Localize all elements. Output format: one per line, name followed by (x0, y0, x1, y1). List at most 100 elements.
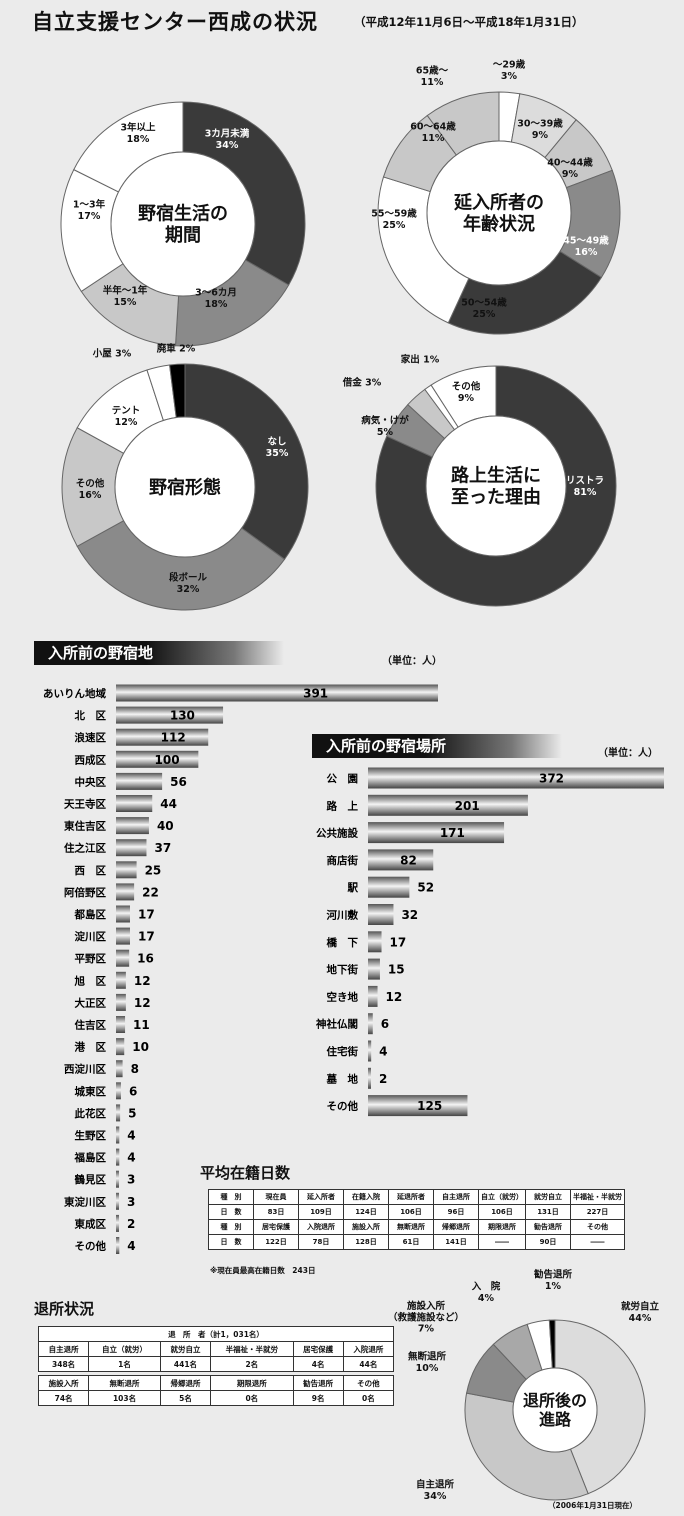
place-unit: （単位：人） (598, 748, 658, 759)
pie-label-age-1: 30～39歳 9% (517, 118, 563, 141)
area-bar-title: 入所前の野宿地 (34, 641, 284, 665)
bar-value-area-7: 37 (154, 841, 171, 855)
table-cell: 106日 (388, 1204, 434, 1220)
bar-value-place-7: 15 (388, 963, 405, 977)
table-cell: 74名 (37, 1390, 90, 1406)
bar-category-area-19: 此花区 (75, 1107, 107, 1120)
bar-category-area-10: 都島区 (74, 908, 107, 921)
bar-value-place-4: 52 (417, 881, 434, 895)
pie-label-after-5: 勧告退所 1% (534, 1269, 573, 1292)
bar-value-place-3: 82 (400, 853, 417, 867)
bar-category-area-21: 福島区 (74, 1151, 107, 1164)
table-cell: 期限退所 (478, 1219, 526, 1235)
table-cell: 9名 (292, 1390, 344, 1406)
bar-place-12 (368, 1095, 468, 1117)
pie-form (61, 363, 309, 611)
bar-area-12 (116, 949, 130, 967)
bar-value-area-5: 44 (160, 797, 177, 811)
bar-area-6 (116, 817, 149, 835)
bar-category-place-6: 橋 下 (327, 936, 359, 949)
bar-value-area-10: 17 (138, 908, 155, 922)
bar-area-18 (116, 1082, 121, 1100)
pie-label-age-2: 40～44歳 9% (547, 157, 593, 180)
table-cell: 無断退所 (388, 1219, 434, 1235)
table-cell: 種 別 (208, 1219, 254, 1235)
bar-category-area-3: 西成区 (75, 753, 107, 766)
table-row: 施設入所 無断退所 帰郷退所 期限退所 勧告退所 その他 (37, 1375, 395, 1391)
table-cell: 83日 (253, 1204, 299, 1220)
table-cell: 90日 (525, 1234, 571, 1250)
table-cell: 居宅保護 (292, 1341, 344, 1357)
bar-place-3 (368, 849, 434, 871)
pie-center-label-age: 延入所者の年齢状況 (453, 193, 544, 236)
table-cell: 居宅保護 (253, 1219, 299, 1235)
pie-label-age-7: 65歳～ 11% (416, 65, 449, 88)
bar-place-10 (368, 1040, 372, 1062)
pie-label-age-3: 45～49歳 16% (563, 235, 609, 258)
bar-value-place-5: 32 (401, 908, 418, 922)
bar-area-4 (116, 772, 163, 790)
bar-value-area-16: 10 (132, 1040, 149, 1054)
bar-value-area-2: 112 (161, 731, 186, 745)
bar-area-9 (116, 883, 135, 901)
table-cell: 帰郷退所 (433, 1219, 479, 1235)
bar-area-25 (116, 1237, 120, 1254)
table-header: 退 所 者（計1，031名） (38, 1326, 394, 1342)
bar-place-7 (368, 958, 380, 980)
pie-after (464, 1319, 646, 1501)
pie-label-reason-1: 病気・けが 5% (361, 415, 409, 438)
table-row: 日 数 83日 109日 124日 106日 96日 106日 131日 227日 (208, 1204, 625, 1220)
bar-value-place-0: 372 (539, 772, 564, 786)
pie-label-age-6: 60～64歳 11% (410, 121, 456, 144)
table-cell: 1名 (88, 1356, 161, 1372)
table-cell: 自立（就労） (88, 1341, 161, 1357)
table-cell: 期限退所 (210, 1375, 294, 1391)
bar-value-place-2: 171 (440, 826, 465, 840)
avg-days-table: 種 別現在員 延入所者 在籍入院 延退所者 自主退所 自立（就労） 就労自立 半福祉・半就労日… (208, 1189, 625, 1250)
discharge-title: 退所状況 (34, 1300, 95, 1318)
table-cell: 131日 (525, 1204, 571, 1220)
table-row: 種 別現在員 延入所者 在籍入院 延退所者 自主退所 自立（就労） 就労自立 半福祉・半就労 (208, 1189, 625, 1205)
bar-value-area-18: 6 (129, 1084, 137, 1098)
bar-area-5 (116, 795, 153, 812)
pie-center-label-after: 退所後の進路 (523, 1391, 587, 1429)
pie-label-after-4: 入 院 4% (471, 1281, 501, 1304)
bar-value-area-15: 11 (133, 1018, 150, 1032)
bar-area-23 (116, 1192, 119, 1210)
table-cell: 0名 (342, 1390, 395, 1406)
bar-category-place-0: 公 園 (327, 773, 359, 785)
bar-category-area-25: その他 (75, 1240, 107, 1253)
bar-value-place-6: 17 (390, 935, 407, 949)
table-cell: 124日 (343, 1204, 389, 1220)
bar-place-5 (368, 904, 394, 925)
pie-label-period-1: 3～6カ月 18% (195, 288, 237, 310)
bar-category-area-13: 旭 区 (74, 974, 107, 987)
table-cell: 自主退所 (433, 1189, 479, 1205)
place-bar-title: 入所前の野宿場所 (312, 734, 562, 758)
pie-hole (425, 415, 567, 557)
bar-place-0 (368, 767, 664, 789)
table-cell: 103名 (88, 1390, 161, 1406)
table-cell: ―― (570, 1234, 625, 1250)
pie-label-after-1: 自主退所 34% (416, 1479, 455, 1502)
period-subtitle: （平成12年11月6日～平成18年1月31日） (354, 15, 584, 29)
bar-area-19 (116, 1104, 121, 1122)
bar-category-area-9: 阿倍野区 (64, 886, 106, 899)
table-cell: 日 数 (208, 1204, 254, 1220)
bar-value-area-4: 56 (170, 775, 187, 789)
table-cell: その他 (570, 1219, 625, 1235)
table-cell: 348名 (37, 1356, 90, 1372)
pie-label-period-2: 半年～1年 15% (103, 285, 148, 308)
bar-area-1 (116, 706, 224, 724)
bar-value-area-22: 3 (127, 1173, 135, 1187)
table-spacer (38, 1371, 394, 1376)
bar-category-place-3: 商店街 (327, 854, 359, 867)
pie-hole (426, 140, 572, 286)
table-cell: 106日 (478, 1204, 526, 1220)
pie-label-age-4: 50～54歳 25% (461, 297, 507, 320)
bar-area-17 (116, 1060, 123, 1078)
bar-category-place-1: 路 上 (327, 799, 359, 812)
bar-area-3 (116, 750, 199, 768)
table-cell: 44名 (342, 1356, 395, 1372)
